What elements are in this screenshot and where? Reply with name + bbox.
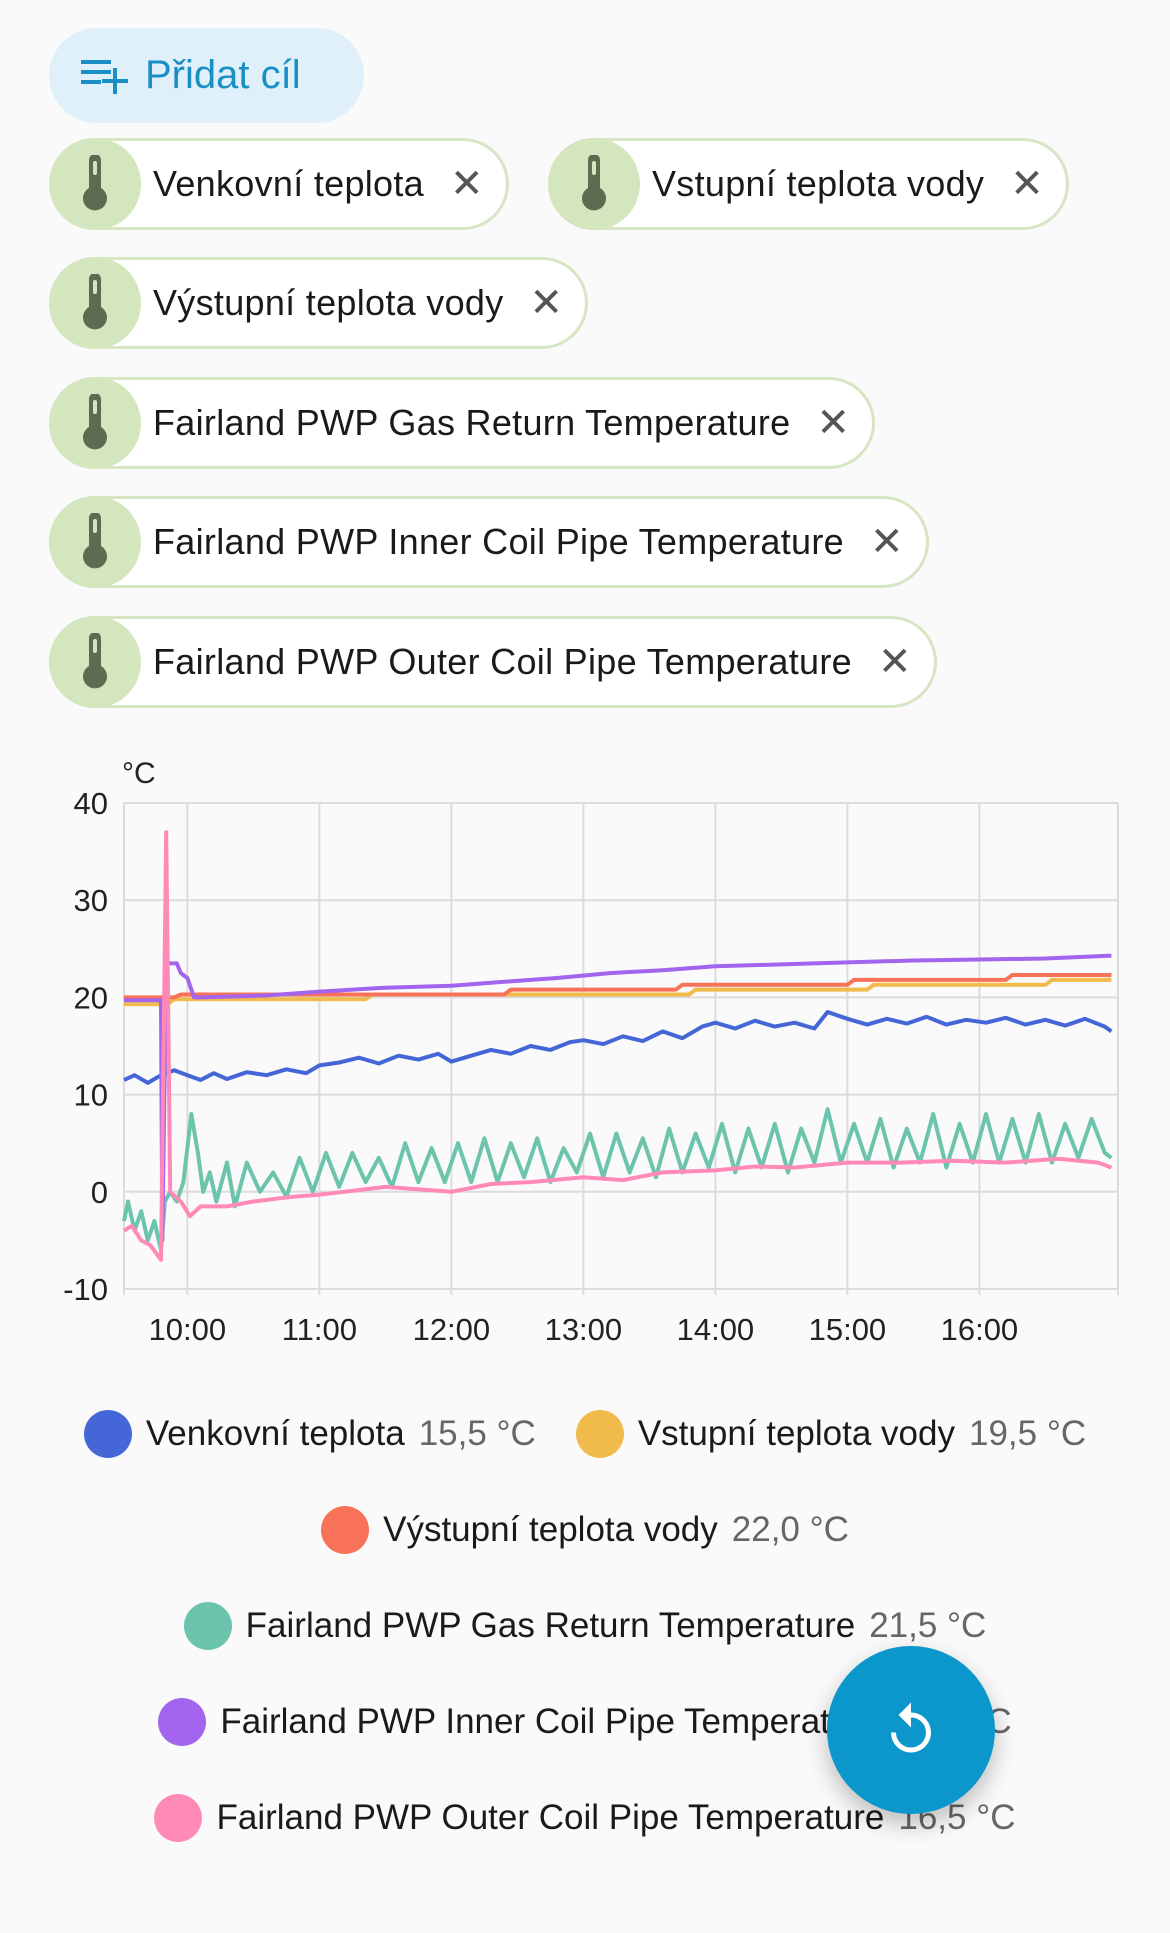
- legend-value: 21,5 °C: [869, 1606, 987, 1645]
- legend-name: Fairland PWP Gas Return Temperature: [245, 1606, 856, 1645]
- remove-chip-icon[interactable]: ✕: [1010, 162, 1044, 206]
- add-target-button[interactable]: Přidat cíl: [49, 28, 364, 123]
- series-line: [123, 1010, 1113, 1085]
- chip-label: Fairland PWP Inner Coil Pipe Temperature: [153, 521, 844, 562]
- y-tick-label: 40: [74, 786, 108, 821]
- thermometer-icon: [49, 377, 141, 469]
- target-chip[interactable]: Vstupní teplota vody ✕: [548, 138, 1069, 230]
- x-tick-label: 16:00: [941, 1312, 1019, 1347]
- target-chip[interactable]: Venkovní teplota ✕: [49, 138, 509, 230]
- x-tick-label: 12:00: [413, 1312, 491, 1347]
- legend-color-dot: [154, 1794, 203, 1842]
- target-chip[interactable]: Výstupní teplota vody ✕: [49, 257, 589, 349]
- y-tick-label: 0: [91, 1175, 108, 1210]
- y-tick-label: 10: [74, 1078, 108, 1113]
- legend-color-dot: [321, 1506, 370, 1554]
- legend-item[interactable]: Výstupní teplota vody 22,0 °C: [321, 1506, 849, 1554]
- target-chip[interactable]: Fairland PWP Outer Coil Pipe Temperature…: [49, 616, 937, 708]
- chip-label: Fairland PWP Gas Return Temperature: [153, 402, 791, 443]
- remove-chip-icon[interactable]: ✕: [870, 520, 904, 564]
- remove-chip-icon[interactable]: ✕: [450, 162, 484, 206]
- x-tick-label: 15:00: [809, 1312, 887, 1347]
- y-tick-label: 20: [74, 980, 108, 1015]
- x-tick-label: 13:00: [545, 1312, 623, 1347]
- chip-label: Venkovní teplota: [153, 163, 425, 204]
- x-tick-label: 11:00: [282, 1312, 357, 1347]
- temperature-chart: °C 40 30 20 10 0 -10 10:00 11:00 12:00 13:00 14:00…: [63, 757, 1119, 1347]
- chart-legend: Venkovní teplota 15,5 °C Vstupní teplota v…: [0, 1386, 1170, 1866]
- remove-chip-icon[interactable]: ✕: [529, 281, 564, 325]
- legend-name: Vstupní teplota vody: [637, 1414, 955, 1453]
- thermometer-icon: [49, 496, 141, 588]
- remove-chip-icon[interactable]: ✕: [877, 640, 912, 684]
- legend-item[interactable]: Fairland PWP Gas Return Temperature 21,5 …: [183, 1602, 987, 1650]
- refresh-button[interactable]: [827, 1646, 995, 1814]
- target-chip[interactable]: Fairland PWP Inner Coil Pipe Temperature…: [49, 496, 929, 588]
- legend-name: Výstupní teplota vody: [383, 1510, 718, 1549]
- playlist-add-icon: [81, 59, 128, 94]
- target-chip[interactable]: Fairland PWP Gas Return Temperature ✕: [49, 377, 875, 469]
- y-tick-label: -10: [63, 1272, 108, 1307]
- legend-color-dot: [183, 1602, 232, 1650]
- legend-item[interactable]: Vstupní teplota vody 19,5 °C: [575, 1410, 1087, 1458]
- legend-value: 15,5 °C: [418, 1414, 536, 1453]
- thermometer-icon: [49, 616, 141, 708]
- series-line: [122, 830, 1113, 1262]
- refresh-icon: [891, 1702, 931, 1753]
- legend-name: Fairland PWP Inner Coil Pipe Temperature: [220, 1702, 881, 1741]
- chip-label: Vstupní teplota vody: [652, 163, 985, 204]
- y-tick-label: 30: [74, 883, 108, 918]
- legend-value: 19,5 °C: [968, 1414, 1087, 1453]
- x-tick-label: 14:00: [677, 1312, 755, 1347]
- chip-label: Fairland PWP Outer Coil Pipe Temperature: [153, 641, 852, 682]
- chip-label: Výstupní teplota vody: [153, 282, 504, 323]
- thermometer-icon: [49, 257, 141, 349]
- thermometer-icon: [548, 138, 640, 230]
- series-line: [124, 977, 1112, 1007]
- series-line: [124, 953, 1112, 1243]
- legend-color-dot: [83, 1410, 132, 1458]
- legend-name: Venkovní teplota: [145, 1414, 405, 1453]
- series-line: [122, 1107, 1113, 1253]
- legend-item[interactable]: Venkovní teplota 15,5 °C: [83, 1410, 536, 1458]
- legend-value: 22,0 °C: [731, 1510, 849, 1549]
- series-line: [124, 973, 1112, 1000]
- remove-chip-icon[interactable]: ✕: [816, 401, 850, 445]
- thermometer-icon: [49, 138, 141, 230]
- add-target-label: Přidat cíl: [145, 53, 301, 97]
- legend-color-dot: [575, 1410, 624, 1458]
- legend-color-dot: [158, 1698, 207, 1746]
- y-axis-unit: °C: [122, 757, 156, 790]
- x-tick-label: 10:00: [149, 1312, 227, 1347]
- legend-name: Fairland PWP Outer Coil Pipe Temperature: [216, 1798, 885, 1837]
